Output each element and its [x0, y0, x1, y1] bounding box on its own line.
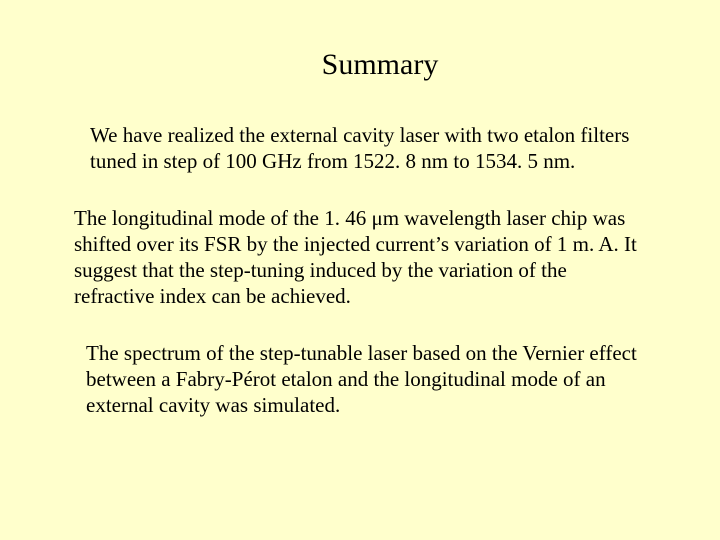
slide-title: Summary [70, 48, 650, 82]
slide: Summary We have realized the external ca… [0, 0, 720, 540]
paragraph-2: The longitudinal mode of the 1. 46 μm wa… [74, 205, 640, 310]
paragraph-3: The spectrum of the step-tunable laser b… [86, 340, 640, 419]
paragraph-1: We have realized the external cavity las… [90, 122, 640, 175]
